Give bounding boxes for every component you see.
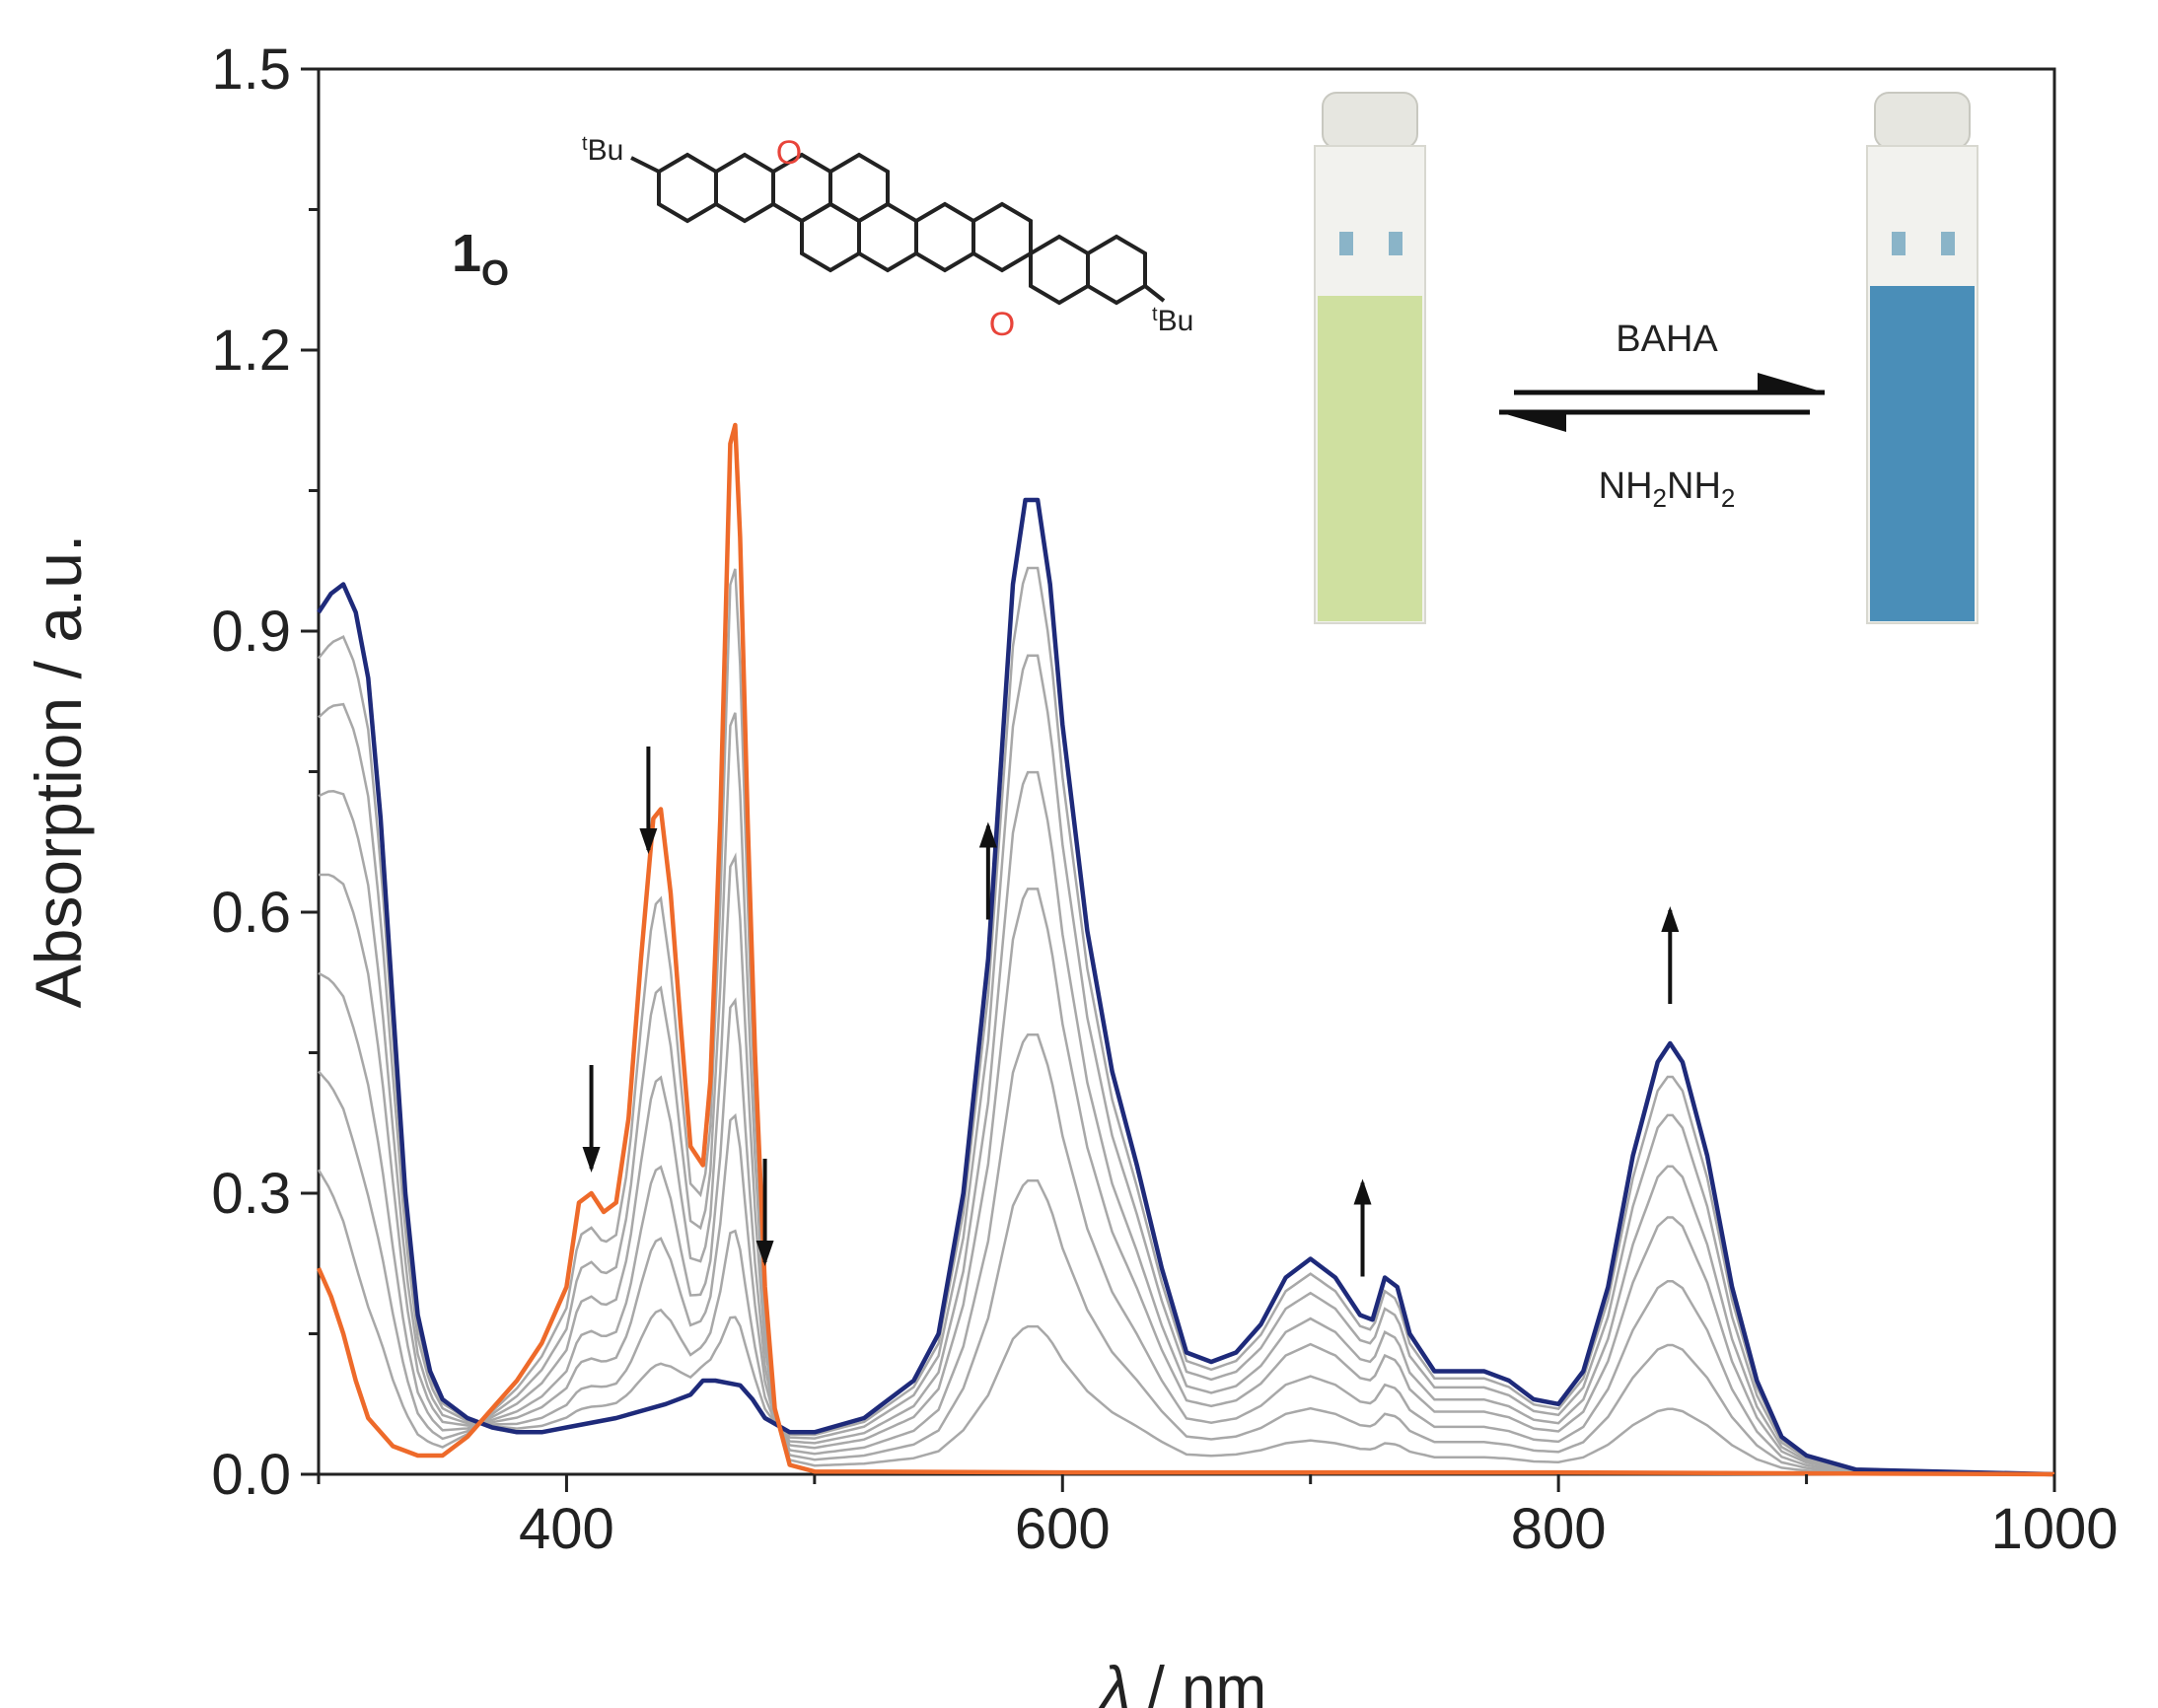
oxygen-label-top: O (776, 134, 802, 172)
oxygen-label-bottom: O (989, 306, 1015, 343)
tbu-bond-right (1143, 284, 1166, 303)
x-axis-label: λ / nm (1098, 1655, 1266, 1708)
molecule-structure (630, 152, 1166, 306)
intermediate-curves (317, 566, 2055, 1476)
x-axis-unit: / nm (1130, 1655, 1266, 1708)
y-axis-ticks: 0.0 0.3 0.6 0.9 1.2 1.5 (211, 37, 319, 1507)
series-line-2 (316, 422, 2055, 1477)
forward-reagent-label: BAHA (1616, 319, 1718, 360)
cuvette-left (1314, 92, 1426, 624)
trend-arrow-down (755, 1159, 774, 1266)
x-tick-label: 1000 (1990, 1497, 2118, 1561)
y-tick-label: 1.5 (211, 37, 291, 102)
intermediate-curve-2 (318, 712, 2054, 1476)
reverse-reagent-label: NH2NH2 (1599, 465, 1736, 513)
main-curves (316, 422, 2055, 1477)
compound-subscript: O (481, 252, 509, 293)
x-tick-label: 600 (1015, 1497, 1111, 1561)
y-tick-label: 0.0 (211, 1443, 291, 1507)
y-tick-label: 0.9 (211, 600, 291, 664)
structure-rings (657, 152, 1147, 306)
trend-arrow-up (1353, 1178, 1372, 1277)
x-tick-label: 800 (1511, 1497, 1607, 1561)
intermediate-curve-5 (318, 770, 2055, 1476)
equilibrium-arrows (1499, 373, 1825, 432)
series-line-1 (317, 497, 2055, 1477)
x-axis-symbol: λ (1098, 1655, 1131, 1708)
intermediate-curve-6 (318, 654, 2055, 1476)
tbu-bond-left (630, 156, 660, 174)
y-tick-label: 1.2 (211, 319, 291, 383)
intermediate-curve-3 (318, 852, 2055, 1476)
compound-label: 1O (452, 224, 509, 293)
cuvette-right (1866, 92, 1978, 624)
trend-arrow-down (582, 1065, 601, 1173)
plot-frame (317, 67, 2056, 1476)
trend-arrow-down (639, 747, 658, 854)
tbu-label-right: tBu (1152, 304, 1193, 337)
y-axis-label: Absorption / a.u. (22, 534, 95, 1009)
y-tick-label: 0.3 (211, 1162, 291, 1226)
intermediate-curve-1 (317, 568, 2054, 1476)
intermediate-curve-4 (319, 873, 2055, 1476)
trend-arrow-up (978, 821, 997, 920)
tbu-label-left: tBu (582, 133, 623, 167)
x-axis-ticks: 400 600 800 1000 (317, 1474, 2119, 1561)
trend-arrows (582, 747, 1680, 1277)
trend-arrow-up (1661, 906, 1680, 1004)
x-tick-label: 400 (519, 1497, 614, 1561)
y-tick-label: 0.6 (211, 881, 291, 945)
